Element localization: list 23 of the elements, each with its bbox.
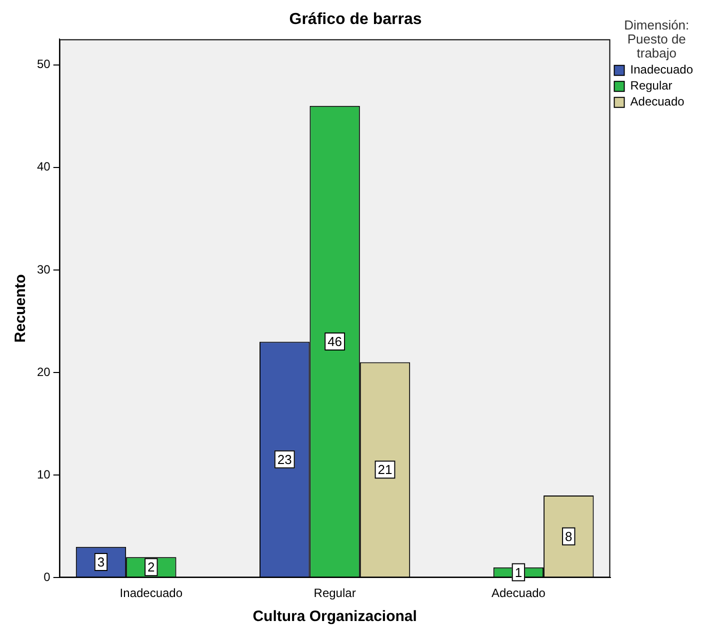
x-tick-label: Inadecuado <box>120 586 183 600</box>
x-tick-label: Adecuado <box>491 586 546 600</box>
chart-title: Gráfico de barras <box>289 11 422 28</box>
y-tick-label: 40 <box>36 160 51 174</box>
data-label: 21 <box>378 462 392 478</box>
y-tick-label: 50 <box>36 57 51 72</box>
legend-title: Dimensión: Puesto de trabajo <box>624 17 690 60</box>
data-label: 2 <box>148 560 155 575</box>
data-label: 3 <box>97 554 105 570</box>
data-label: 23 <box>277 452 292 467</box>
legend-label: Regular <box>630 78 672 93</box>
y-tick-label: 10 <box>36 467 51 482</box>
legend-label: Adecuado <box>630 94 685 109</box>
x-tick-label: Regular <box>314 586 356 600</box>
y-tick-label: 20 <box>36 364 51 379</box>
y-tick-label: 0 <box>44 570 51 584</box>
data-label: 8 <box>565 528 572 544</box>
x-axis-title: Cultura Organizacional <box>252 608 417 626</box>
data-label: 1 <box>514 564 522 580</box>
y-axis-title: Recuento <box>12 274 30 343</box>
data-label: 46 <box>328 334 342 350</box>
legend-label: Inadecuado <box>630 62 694 77</box>
y-tick-label: 30 <box>36 262 51 276</box>
